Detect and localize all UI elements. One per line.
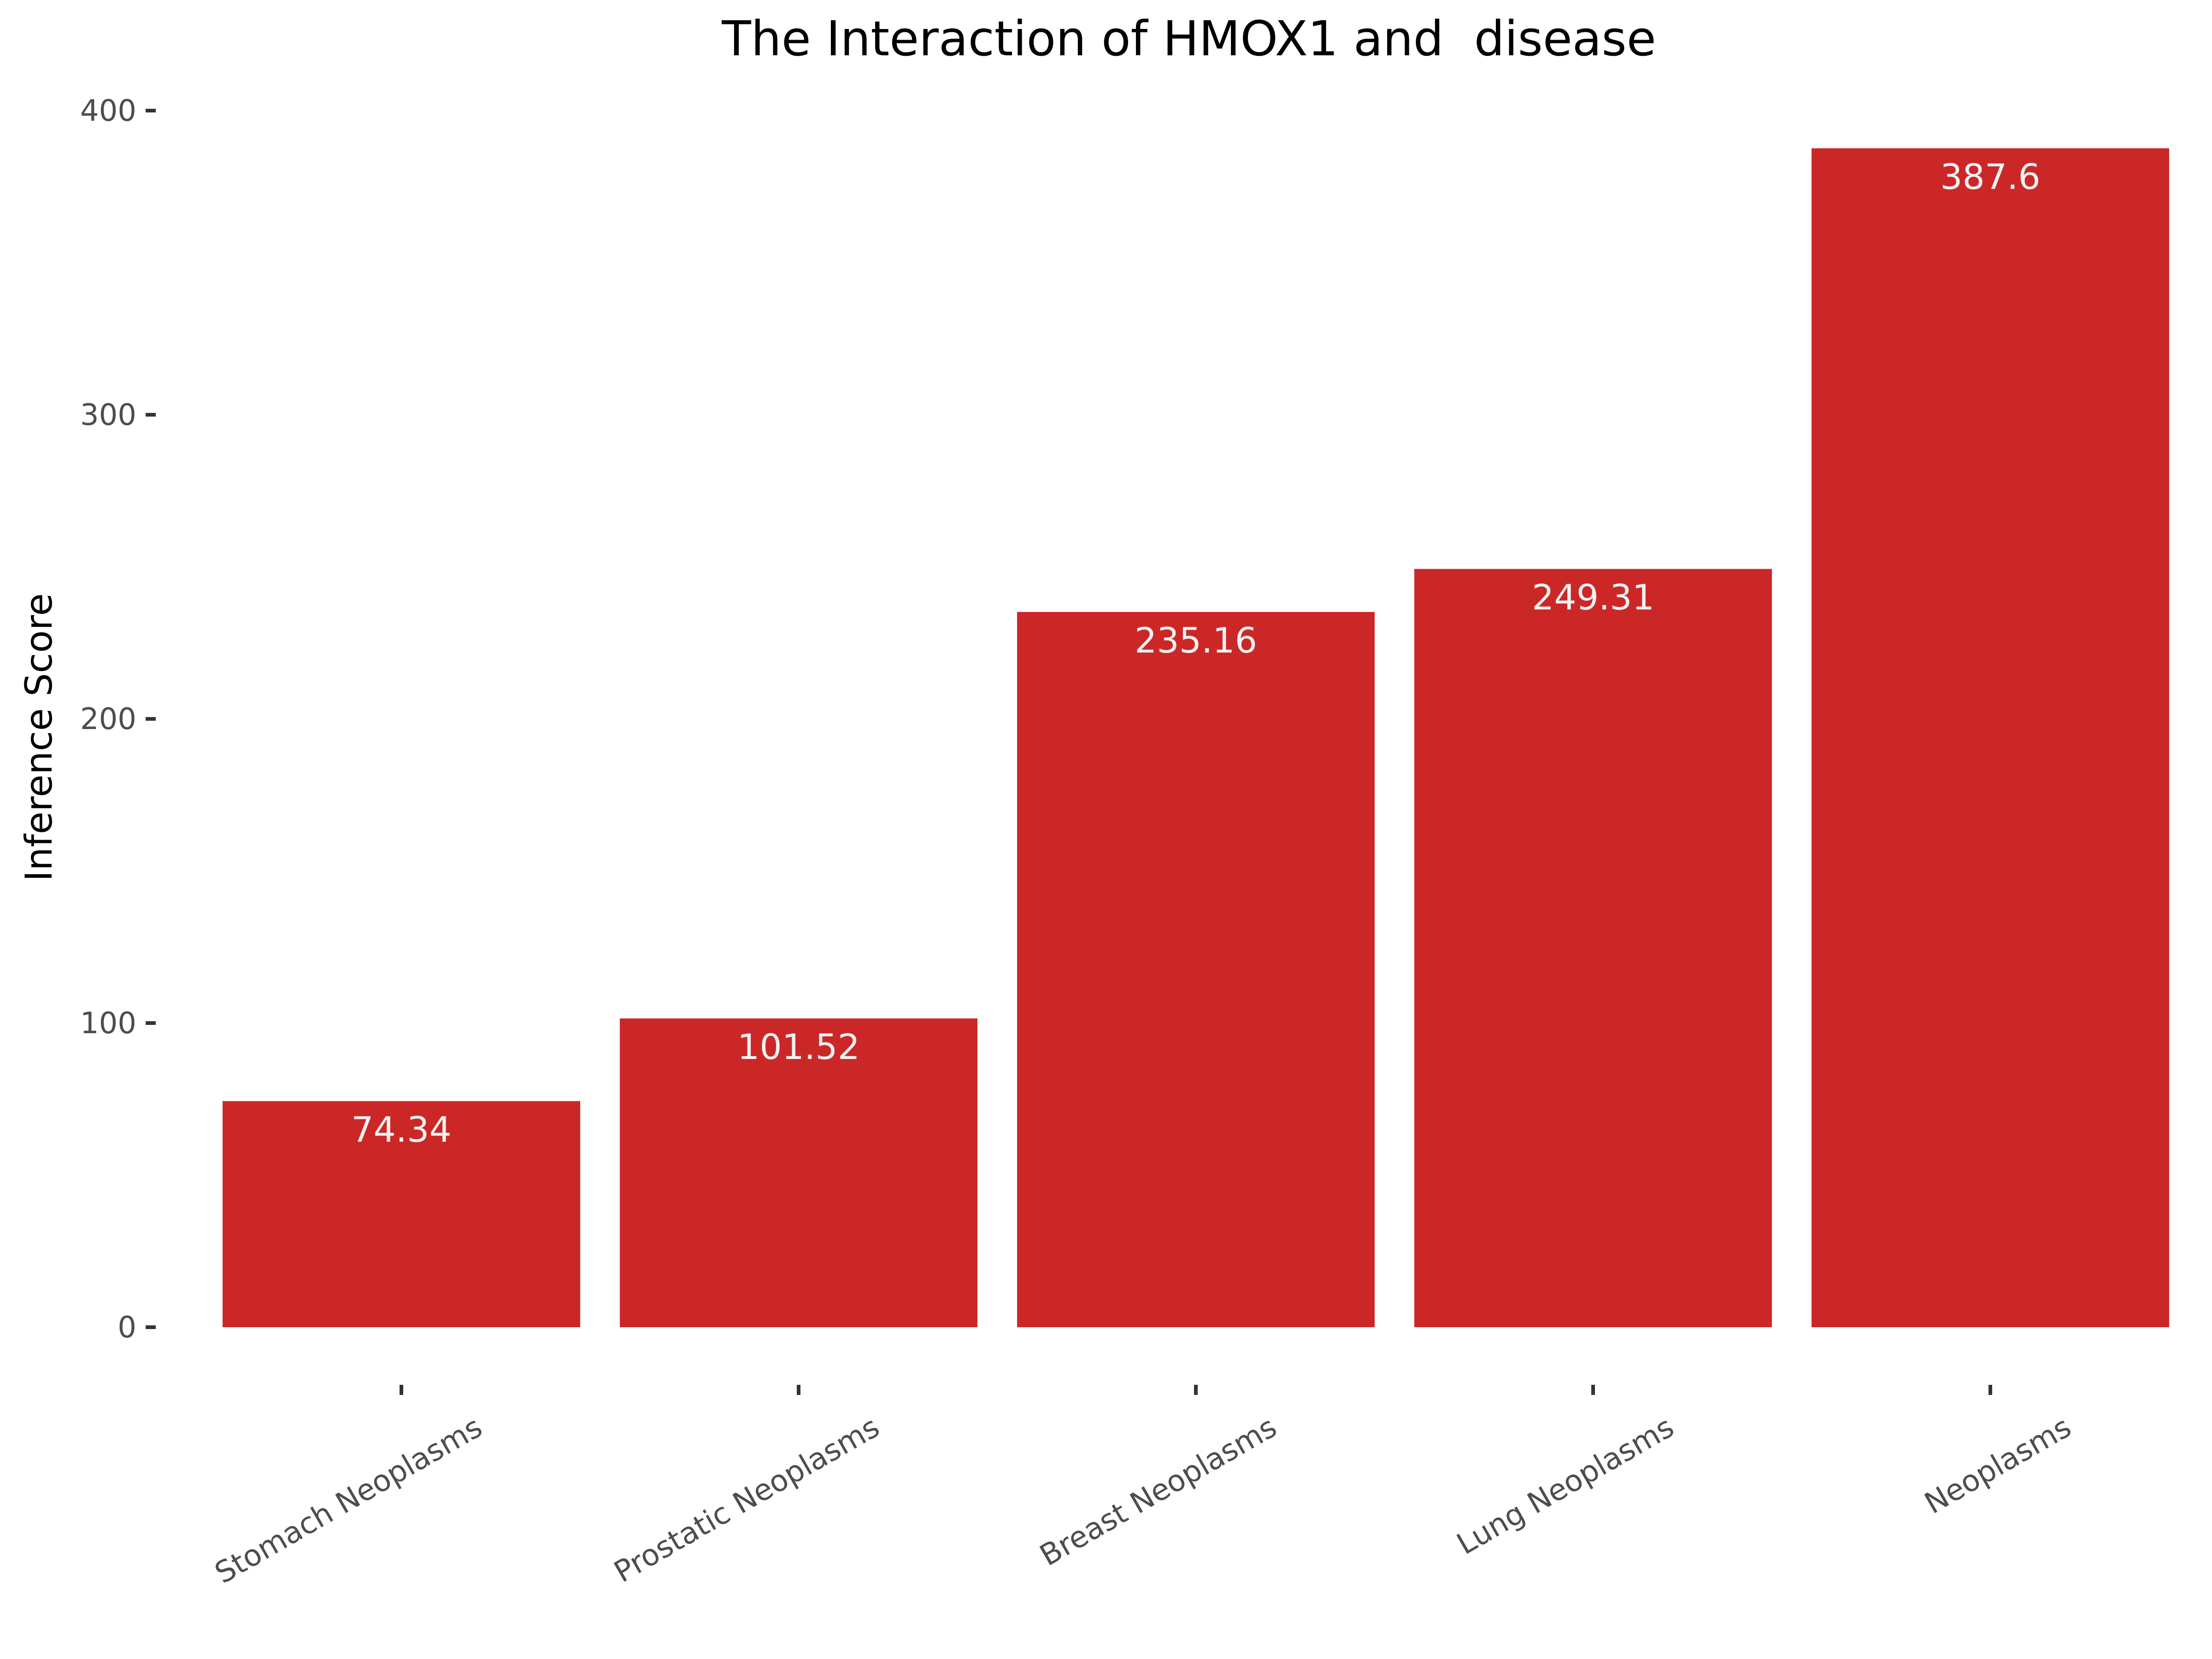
y-tick-label-300: 300 bbox=[80, 398, 136, 432]
y-tick-label-200: 200 bbox=[80, 702, 136, 736]
y-axis: 0 100 200 300 400 bbox=[80, 94, 156, 1345]
bar-1 bbox=[620, 1018, 977, 1327]
bar-value-label-3: 249.31 bbox=[1532, 577, 1654, 618]
bar-value-label-1: 101.52 bbox=[737, 1026, 860, 1067]
y-axis-label: Inference Score bbox=[18, 593, 60, 881]
bar-4 bbox=[1812, 148, 2169, 1327]
bar-value-label-2: 235.16 bbox=[1135, 620, 1257, 661]
y-tick-label-0: 0 bbox=[118, 1311, 136, 1345]
bar-value-label-4: 387.6 bbox=[1940, 156, 2041, 197]
chart-title: The Interaction of HMOX1 and disease bbox=[721, 11, 1656, 67]
bar-0 bbox=[223, 1101, 580, 1327]
y-tick-label-100: 100 bbox=[80, 1006, 136, 1041]
x-tick-label-4: Neoplasms bbox=[1919, 1410, 2077, 1521]
x-tick-label-1: Prostatic Neoplasms bbox=[609, 1410, 885, 1589]
x-tick-label-2: Breast Neoplasms bbox=[1034, 1410, 1282, 1573]
x-tick-label-0: Stomach Neoplasms bbox=[209, 1410, 488, 1591]
x-tick-label-3: Lung Neoplasms bbox=[1451, 1410, 1680, 1562]
bar-3 bbox=[1414, 569, 1772, 1327]
bar-value-label-0: 74.34 bbox=[351, 1109, 452, 1150]
bars: 74.34 101.52 235.16 249.31 387.6 bbox=[223, 148, 2169, 1327]
bar-2 bbox=[1017, 612, 1375, 1327]
x-axis: Stomach Neoplasms Prostatic Neoplasms Brea… bbox=[209, 1385, 2077, 1591]
y-tick-label-400: 400 bbox=[80, 94, 136, 128]
